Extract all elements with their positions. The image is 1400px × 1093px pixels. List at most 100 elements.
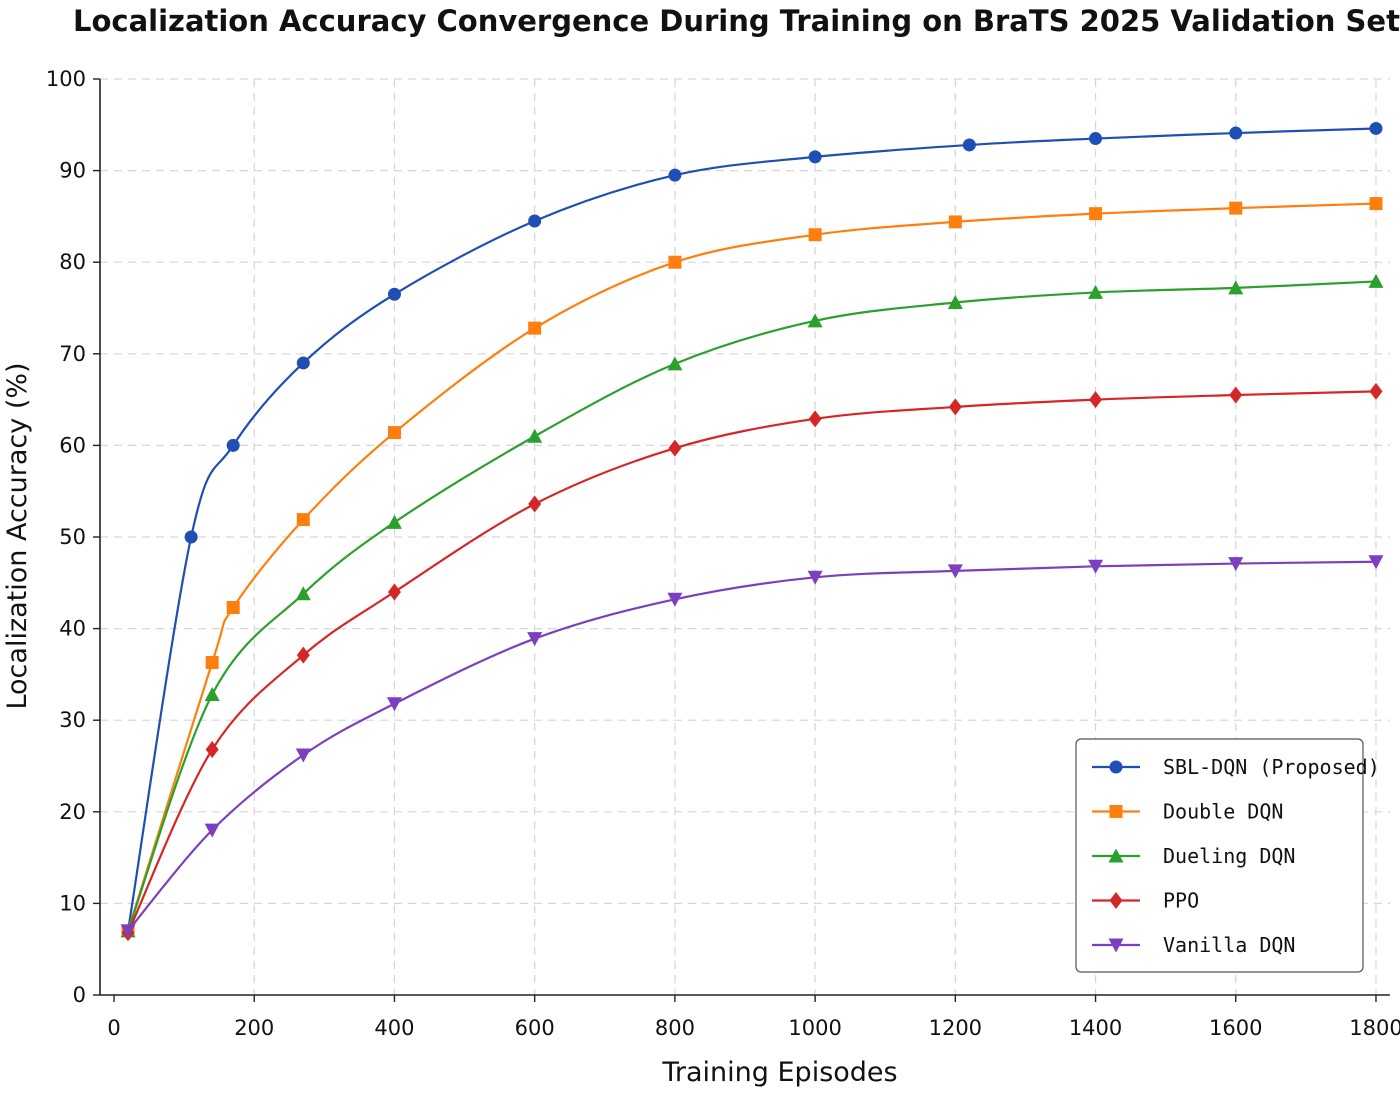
data-point <box>386 697 402 712</box>
x-tick-label: 800 <box>655 1016 695 1040</box>
data-point <box>205 741 219 759</box>
x-axis-label: Training Episodes <box>661 1057 897 1088</box>
data-point <box>296 646 310 664</box>
x-tick-label: 600 <box>515 1016 555 1040</box>
series-vanilla-dqn <box>120 555 1384 939</box>
legend-marker <box>1109 760 1123 774</box>
data-point <box>1229 126 1243 140</box>
data-point <box>807 313 823 328</box>
data-point <box>120 924 136 939</box>
data-point <box>1088 284 1104 299</box>
data-point <box>387 583 401 601</box>
x-tick-label: 400 <box>374 1016 414 1040</box>
data-point <box>962 138 976 152</box>
y-axis-label: Localization Accuracy (%) <box>2 362 33 709</box>
y-tick-label: 40 <box>59 617 86 641</box>
data-point <box>1369 121 1383 135</box>
series-layer <box>120 121 1384 942</box>
chart-title: Localization Accuracy Convergence During… <box>73 4 1400 38</box>
y-tick-label: 80 <box>59 250 86 274</box>
data-point <box>205 655 219 669</box>
data-point <box>387 426 401 440</box>
legend-label: Vanilla DQN <box>1163 933 1295 957</box>
y-tick-label: 60 <box>59 433 86 457</box>
legend-item: Vanilla DQN <box>1092 933 1295 957</box>
x-tick-label: 200 <box>234 1016 274 1040</box>
data-point <box>295 586 311 601</box>
data-point <box>528 495 542 513</box>
legend-label: SBL-DQN (Proposed) <box>1163 755 1380 779</box>
y-tick-label: 20 <box>59 800 86 824</box>
data-point <box>296 513 310 527</box>
data-point <box>667 356 683 371</box>
legend-marker <box>1108 848 1124 863</box>
data-point <box>1369 197 1383 211</box>
series-line <box>127 390 1377 934</box>
x-tick-label: 1200 <box>929 1016 982 1040</box>
axes: 0 200 400 600 800 1000 1200 1400 1600 1800 0 10 20 30… <box>46 67 1400 1040</box>
data-point <box>1089 132 1103 146</box>
data-point <box>204 823 220 838</box>
data-point <box>528 214 542 228</box>
y-tick-label: 100 <box>46 67 86 91</box>
data-point <box>386 514 402 529</box>
y-tick-label: 50 <box>59 525 86 549</box>
data-point <box>947 564 963 579</box>
data-point <box>948 398 962 416</box>
data-point <box>387 287 401 301</box>
data-point <box>226 601 240 615</box>
legend-label: Dueling DQN <box>1163 844 1295 868</box>
data-point <box>527 428 543 443</box>
data-point <box>1368 555 1384 570</box>
legend-box <box>1075 738 1364 973</box>
series-double-dqn <box>121 197 1383 938</box>
data-point <box>1088 559 1104 574</box>
legend-label: Double DQN <box>1163 800 1283 824</box>
data-point <box>808 228 822 242</box>
data-point <box>527 632 543 647</box>
data-point <box>184 530 198 544</box>
y-tick-label: 90 <box>59 159 86 183</box>
data-point <box>295 748 311 763</box>
data-point <box>948 215 962 229</box>
data-point <box>668 439 682 457</box>
data-point <box>1369 382 1383 400</box>
data-point <box>667 592 683 607</box>
x-tick-label: 1800 <box>1349 1016 1400 1040</box>
data-point <box>226 438 240 452</box>
legend-marker <box>1108 938 1124 953</box>
data-point <box>668 168 682 182</box>
legend-item: Double DQN <box>1092 800 1283 824</box>
data-point <box>1368 273 1384 288</box>
data-point <box>1229 386 1243 404</box>
legend-marker <box>1109 805 1123 818</box>
legend-label: PPO <box>1163 889 1199 913</box>
x-tick-label: 1600 <box>1209 1016 1262 1040</box>
data-point <box>808 150 822 164</box>
y-tick-label: 10 <box>59 891 86 915</box>
y-tick-label: 70 <box>59 342 86 366</box>
series-line <box>127 280 1377 932</box>
data-point <box>1228 557 1244 572</box>
legend-item: SBL-DQN (Proposed) <box>1092 755 1380 779</box>
data-point <box>947 295 963 310</box>
data-point <box>1089 391 1103 409</box>
data-point <box>1229 201 1243 215</box>
data-point <box>668 255 682 269</box>
x-tick-label: 0 <box>107 1016 120 1040</box>
data-point <box>296 356 310 370</box>
data-point <box>528 321 542 335</box>
x-tick-label: 1000 <box>788 1016 841 1040</box>
legend-item: PPO <box>1092 889 1199 913</box>
legend-marker <box>1109 892 1123 909</box>
data-point <box>808 410 822 428</box>
data-point <box>204 687 220 702</box>
legend: SBL-DQN (Proposed) Double DQN Dueling DQN P… <box>1075 738 1380 973</box>
series-dueling-dqn <box>120 273 1384 938</box>
y-tick-label: 30 <box>59 708 86 732</box>
legend-item: Dueling DQN <box>1092 844 1295 868</box>
y-tick-label: 0 <box>73 983 86 1007</box>
data-point <box>807 570 823 585</box>
data-point <box>1228 280 1244 295</box>
